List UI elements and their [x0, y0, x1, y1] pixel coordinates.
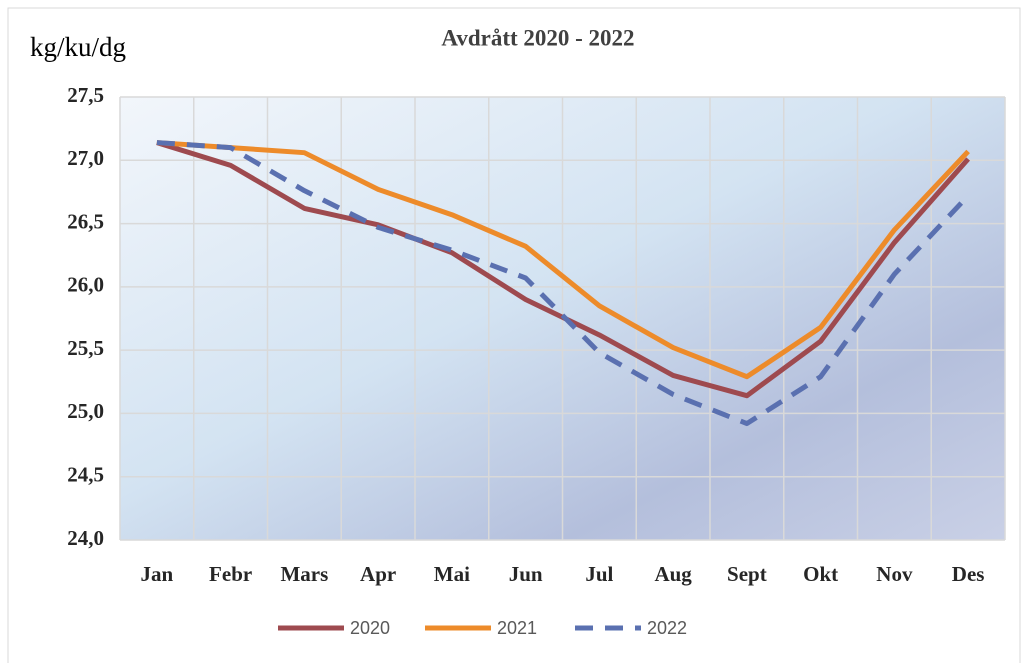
x-tick-label: Aug	[654, 562, 692, 586]
x-tick-label: Sept	[727, 562, 767, 586]
chart-title: Avdrått 2020 - 2022	[441, 25, 634, 50]
y-axis-label: kg/ku/dg	[30, 32, 126, 62]
y-tick-label: 24,5	[67, 463, 104, 487]
y-tick-label: 25,0	[67, 399, 104, 423]
x-tick-label: Febr	[209, 562, 252, 586]
legend-label: 2020	[350, 618, 390, 638]
x-tick-label: Okt	[803, 562, 838, 586]
y-tick-label: 26,0	[67, 273, 104, 297]
y-tick-label: 27,5	[67, 83, 104, 107]
legend-label: 2021	[497, 618, 537, 638]
x-tick-label: Jul	[585, 562, 613, 586]
series-line	[156, 140, 970, 427]
y-tick-label: 26,5	[67, 209, 104, 233]
x-tick-label: Apr	[360, 562, 396, 586]
x-tick-label: Jan	[141, 562, 174, 586]
y-tick-label: 25,5	[67, 336, 104, 360]
x-tick-label: Jun	[509, 562, 543, 586]
y-tick-label: 24,0	[67, 526, 104, 550]
legend-label: 2022	[647, 618, 687, 638]
y-tick-label: 27,0	[67, 146, 104, 170]
x-tick-label: Des	[952, 562, 985, 586]
x-tick-label: Nov	[876, 562, 913, 586]
x-tick-label: Mars	[280, 562, 328, 586]
series-line	[156, 140, 970, 380]
x-tick-label: Mai	[434, 562, 470, 586]
